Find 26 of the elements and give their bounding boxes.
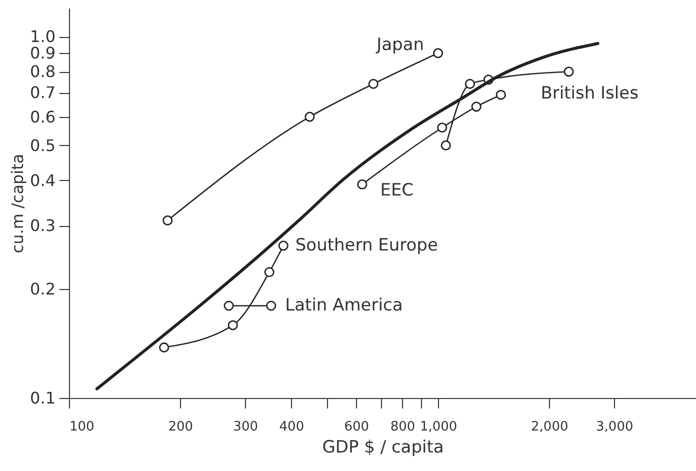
y-tick-label: 0.5 — [30, 136, 56, 155]
y-tick-label: 0.9 — [30, 44, 56, 63]
x-tick-label: 600 — [344, 420, 370, 434]
x-tick-label: 1,000 — [420, 420, 458, 434]
y-tick-label: 0.4 — [30, 170, 56, 190]
series-label: British Isles — [540, 84, 639, 104]
y-tick-label: 1.0 — [30, 27, 56, 46]
y-tick-label: 0.8 — [30, 62, 56, 82]
x-tick-label: 100 — [70, 420, 94, 434]
y-tick-label: 0.2 — [30, 280, 56, 299]
y-tick-label: 0.7 — [30, 83, 56, 102]
y-tick-label: 0.6 — [30, 107, 56, 126]
x-tick-label: 400 — [279, 420, 304, 434]
x-tick-label: 2,000 — [531, 420, 568, 434]
series-label: Latin America — [285, 296, 403, 316]
x-axis-title: GDP $ / capita — [322, 438, 444, 458]
y-tick-label: 0.3 — [30, 216, 56, 236]
series-label: Japan — [376, 35, 424, 56]
series-label: EEC — [380, 180, 414, 200]
y-axis-title: cu.m /capita — [8, 154, 28, 254]
y-tick-label: 0.1 — [30, 388, 56, 408]
x-tick-label: 800 — [390, 420, 416, 434]
x-tick-label: 200 — [168, 420, 194, 434]
series-label: Southern Europe — [295, 236, 438, 256]
x-tick-label: 3,000 — [596, 420, 634, 434]
x-tick-label: 300 — [233, 420, 258, 434]
